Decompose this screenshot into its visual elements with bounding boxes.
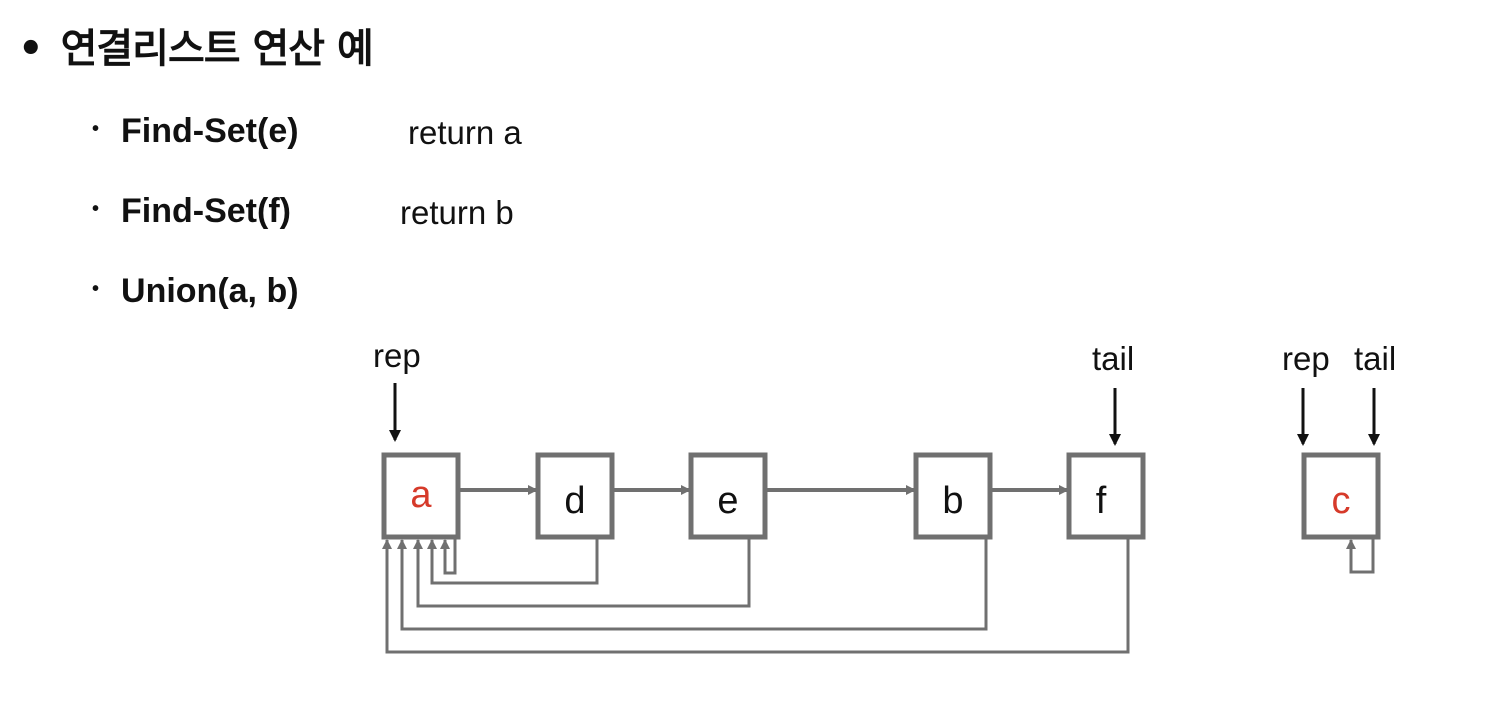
tail-label: tail: [1092, 340, 1135, 377]
item-op: Union(a, b): [121, 272, 299, 310]
rep-pointer-d-a: [427, 538, 599, 585]
tail-label-c: tail: [1354, 340, 1397, 377]
bullet-item-find-set-f: • Find-Set(f): [92, 192, 291, 231]
item-op: Find-Set(e): [121, 112, 299, 150]
item-bullet: •: [92, 117, 100, 140]
node-e-label: e: [717, 480, 738, 522]
bullet-item-find-set-e: • Find-Set(e): [92, 112, 299, 151]
rep-pointer-a-a: [440, 538, 457, 575]
node-b: b: [913, 452, 993, 540]
bullet-item-union: • Union(a, b): [92, 272, 299, 311]
item-op: Find-Set(f): [121, 192, 291, 230]
node-f-label: f: [1096, 480, 1107, 522]
node-d: d: [535, 452, 615, 540]
node-e: e: [688, 452, 768, 540]
rep-pointer-c-c: [1346, 538, 1375, 574]
item-result: return a: [408, 114, 522, 151]
node-c: c: [1301, 452, 1381, 540]
rep-label-c: rep: [1282, 340, 1330, 377]
node-f: f: [1066, 452, 1146, 540]
item-bullet: •: [92, 277, 100, 300]
item-result: return b: [400, 194, 514, 231]
rep-pointer-e-a: [413, 538, 751, 608]
title-text: 연결리스트 연산 예: [60, 26, 374, 72]
rep-pointer-f-a: [382, 538, 1130, 654]
node-c-label: c: [1332, 480, 1351, 522]
node-a: a: [381, 452, 461, 540]
node-d-label: d: [564, 480, 585, 522]
rep-pointer-b-a: [397, 538, 988, 631]
item-bullet: •: [92, 197, 100, 220]
title-bullet: •: [18, 26, 44, 72]
node-b-label: b: [942, 480, 963, 522]
slide-title: • 연결리스트 연산 예: [18, 16, 374, 74]
node-a-label: a: [410, 474, 432, 516]
rep-label: rep: [373, 337, 421, 374]
